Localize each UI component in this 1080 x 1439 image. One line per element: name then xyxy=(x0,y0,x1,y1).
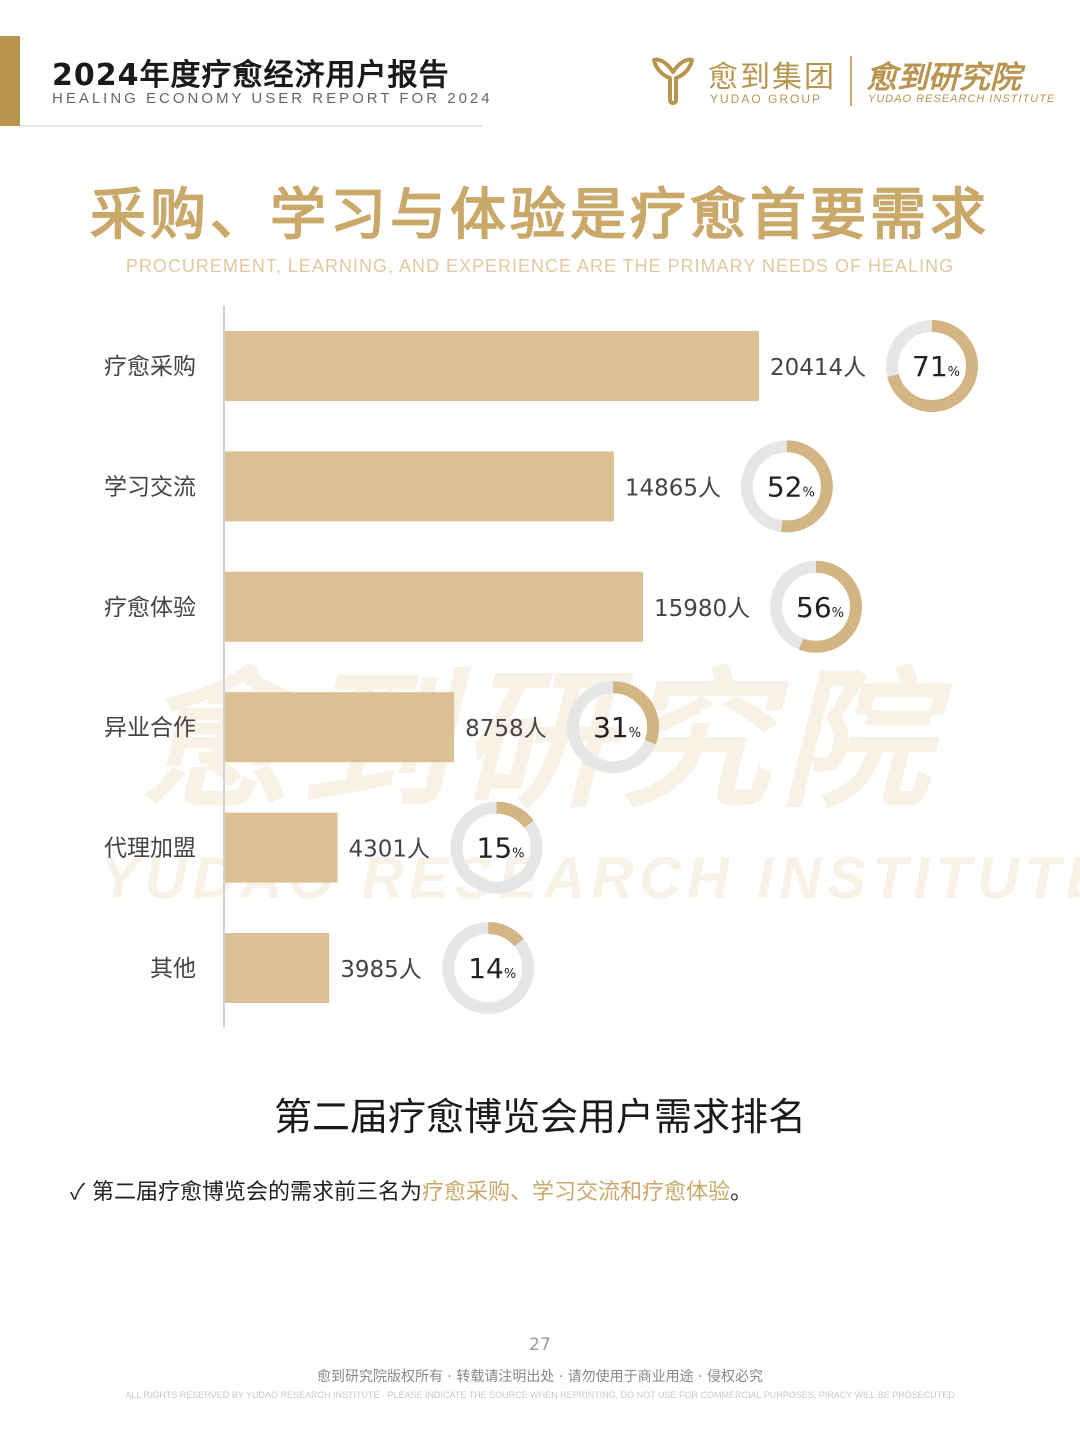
percent-ring-arc xyxy=(567,681,660,774)
institute-logo-text: 愈到研究院 xyxy=(866,60,1021,96)
bar xyxy=(225,451,614,522)
page-number: 27 xyxy=(529,1335,551,1355)
percent-ring-arc xyxy=(740,440,833,533)
percent-ring-arc xyxy=(770,560,863,653)
bar xyxy=(225,812,338,883)
percent-label: 52% xyxy=(767,470,815,503)
report-title: 2024年度疗愈经济用户报告 xyxy=(52,58,450,93)
value-label: 3985人 xyxy=(340,957,422,983)
category-label: 其他 xyxy=(150,956,196,982)
group-logo-text: 愈到集团 xyxy=(708,60,836,95)
percent-ring-arc xyxy=(886,320,978,412)
percent-label: 14% xyxy=(468,952,516,985)
chart-caption: 第二届疗愈博览会用户需求排名 xyxy=(273,1095,806,1139)
bar xyxy=(225,331,759,401)
percent-ring-arc xyxy=(450,801,543,894)
category-label: 疗愈体验 xyxy=(104,595,196,621)
category-label: 疗愈采购 xyxy=(104,354,196,380)
page-title: 采购、学习与体验是疗愈首要需求 xyxy=(90,183,990,248)
copyright-cn: 愈到研究院版权所有 · 转载请注明出处 · 请勿使用于商业用途 · 侵权必究 xyxy=(316,1369,764,1385)
category-label: 异业合作 xyxy=(104,715,196,741)
percent-label: 15% xyxy=(477,832,525,865)
value-label: 4301人 xyxy=(349,837,431,863)
category-label: 代理加盟 xyxy=(104,836,196,862)
checkmark-icon: ✓ xyxy=(70,1180,86,1205)
value-label: 14865人 xyxy=(625,475,721,501)
note-prefix: 第二届疗愈博览会的需求前三名为 xyxy=(92,1180,423,1205)
logo-divider xyxy=(850,56,852,106)
group-logo-subtext: YUDAO GROUP xyxy=(710,92,823,106)
copyright-en: ALL RIGHTS RESERVED BY YUDAO RESEARCH IN… xyxy=(125,1390,955,1400)
bar xyxy=(225,571,644,642)
header-divider xyxy=(20,125,482,127)
yudao-logo-icon xyxy=(652,57,694,105)
report-subtitle: HEALING ECONOMY USER REPORT FOR 2024 xyxy=(52,90,493,107)
note-highlight: 疗愈采购、学习交流和疗愈体验 xyxy=(422,1180,731,1205)
header-accent-bar xyxy=(0,36,20,126)
bar xyxy=(225,933,330,1003)
bar xyxy=(225,692,455,763)
institute-logo-subtext: YUDAO RESEARCH INSTITUTE xyxy=(868,93,1056,105)
demand-bar-chart: 疗愈采购 20414人 71% 学习交流 14865人 52% 疗愈体验 15980人 56% 异… xyxy=(104,306,978,1028)
percent-label: 56% xyxy=(796,591,844,624)
value-label: 15980人 xyxy=(654,596,750,622)
page-subtitle: PROCUREMENT, LEARNING, AND EXPERIENCE AR… xyxy=(125,256,955,276)
percent-label: 31% xyxy=(593,711,641,744)
percent-label: 71% xyxy=(912,350,960,383)
percent-ring-arc xyxy=(442,922,535,1014)
value-label: 8758人 xyxy=(465,716,547,742)
note-suffix: 。 xyxy=(730,1180,753,1205)
summary-note: ✓ 第二届疗愈博览会的需求前三名为疗愈采购、学习交流和疗愈体验。 xyxy=(70,1174,752,1206)
category-label: 学习交流 xyxy=(104,474,196,500)
value-label: 20414人 xyxy=(770,355,866,381)
